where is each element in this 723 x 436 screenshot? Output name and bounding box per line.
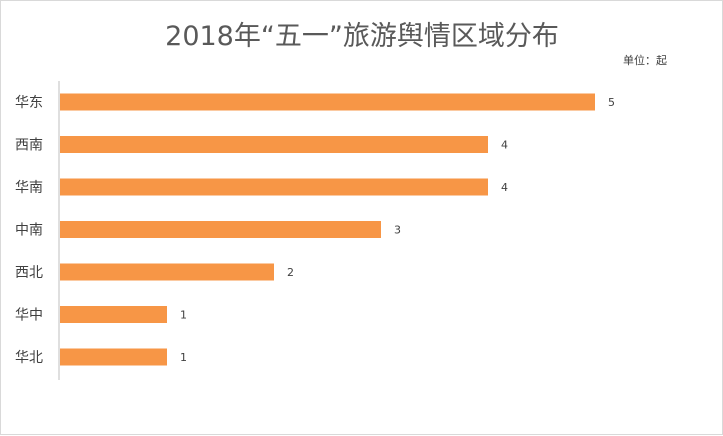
category-label: 华北 (15, 350, 43, 366)
category-label: 华中 (15, 308, 43, 324)
value-label: 3 (394, 224, 401, 237)
category-label: 中南 (15, 223, 43, 239)
category-label: 西南 (15, 138, 43, 154)
bar-华北 (60, 348, 167, 366)
bar-西北 (60, 263, 274, 281)
value-label: 5 (608, 96, 615, 109)
bar-华东 (60, 93, 595, 111)
bar-中南 (60, 221, 381, 238)
value-label: 2 (287, 266, 294, 279)
value-label: 1 (180, 351, 187, 364)
bar-华南 (60, 178, 488, 196)
bar-华中 (60, 306, 167, 323)
value-label: 1 (180, 309, 187, 322)
unit-label: 单位：起 (623, 53, 667, 67)
bar-西南 (60, 136, 488, 153)
value-label: 4 (501, 139, 508, 152)
value-label: 4 (501, 181, 508, 194)
chart-title: 2018年“五一”旅游舆情区域分布 (165, 21, 559, 52)
category-label: 西北 (15, 265, 43, 281)
category-label: 华南 (15, 180, 43, 196)
bars-group: 华东 5 西南 4 华南 4 中南 3 西北 2 华中 1 华北 1 (15, 93, 615, 366)
category-label: 华东 (15, 95, 43, 111)
